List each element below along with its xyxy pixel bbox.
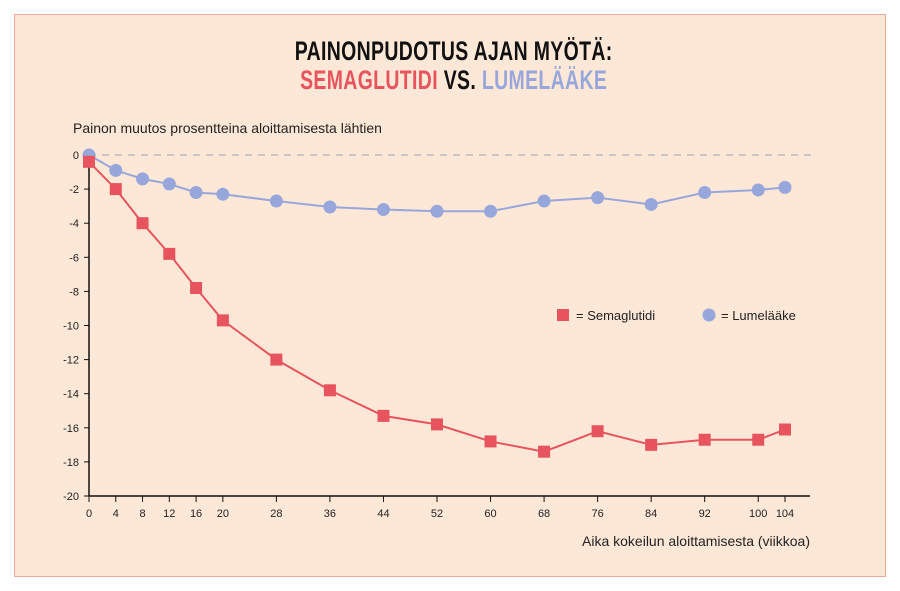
data-point-lumelääke xyxy=(376,203,390,217)
legend-label-lumelaake: = Lumelääke xyxy=(721,308,796,323)
data-point-lumelääke xyxy=(698,186,712,200)
data-point-semaglutidi xyxy=(270,353,283,366)
x-tick-label: 76 xyxy=(591,508,603,520)
x-tick-label: 16 xyxy=(190,508,202,520)
data-point-semaglutidi xyxy=(323,384,336,397)
data-point-semaglutidi xyxy=(698,433,711,446)
data-point-lumelääke xyxy=(484,204,498,218)
data-point-semaglutidi xyxy=(216,314,229,327)
data-point-lumelääke xyxy=(323,200,337,214)
chart-frame xyxy=(14,14,886,577)
x-tick-label: 4 xyxy=(113,508,119,520)
series-line-lumelääke xyxy=(88,154,786,213)
x-axis-label: Aika kokeilun aloittamisesta (viikkoa) xyxy=(582,533,810,549)
data-point-lumelääke xyxy=(189,186,203,200)
data-point-lumelääke xyxy=(644,197,658,211)
data-point-lumelääke xyxy=(216,187,230,201)
y-tick-label: 0 xyxy=(73,150,79,162)
data-point-lumelääke xyxy=(778,180,792,194)
subtitle-semaglutidi: SEMAGLUTIDI xyxy=(300,65,438,95)
x-tick-label: 68 xyxy=(538,508,550,520)
y-tick-label: -2 xyxy=(69,184,79,196)
y-tick-label: -6 xyxy=(69,252,79,264)
x-tick-label: 100 xyxy=(749,508,767,520)
data-point-semaglutidi xyxy=(645,438,658,451)
x-tick-label: 20 xyxy=(217,508,229,520)
data-point-semaglutidi xyxy=(163,247,176,260)
y-tick-label: -12 xyxy=(63,355,79,367)
legend-marker-lumelaake xyxy=(702,308,716,322)
data-point-lumelääke xyxy=(537,194,551,208)
data-point-lumelääke xyxy=(136,172,150,186)
x-tick-label: 8 xyxy=(139,508,145,520)
data-point-lumelääke xyxy=(751,183,765,197)
chart-subtitle: SEMAGLUTIDI VS. LUMELÄÄKE xyxy=(130,65,778,96)
data-point-lumelääke xyxy=(269,194,283,208)
x-tick-label: 28 xyxy=(270,508,282,520)
x-tick-label: 60 xyxy=(484,508,496,520)
data-point-lumelääke xyxy=(430,204,444,218)
y-axis-label: Painon muutos prosentteina aloittamisest… xyxy=(73,120,382,136)
legend-marker-semaglutidi xyxy=(557,309,569,321)
data-point-semaglutidi xyxy=(83,155,95,168)
data-point-semaglutidi xyxy=(431,418,443,431)
data-point-semaglutidi xyxy=(538,445,551,458)
chart-title: PAINONPUDOTUS AJAN MYÖTÄ: xyxy=(294,36,613,66)
legend-label-semaglutidi: = Semaglutidi xyxy=(576,308,655,323)
data-point-semaglutidi xyxy=(190,281,203,294)
y-tick-label: -8 xyxy=(69,286,79,298)
data-point-semaglutidi xyxy=(136,217,149,230)
x-tick-label: 36 xyxy=(324,508,336,520)
subtitle-vs: VS. xyxy=(437,65,482,95)
subtitle-lumelaake: LUMELÄÄKE xyxy=(481,65,608,95)
data-point-lumelääke xyxy=(591,191,605,205)
data-point-semaglutidi xyxy=(109,183,122,196)
data-point-lumelääke xyxy=(109,163,123,177)
x-tick-label: 12 xyxy=(163,508,175,520)
data-point-lumelääke xyxy=(162,177,176,191)
y-tick-label: -14 xyxy=(63,389,79,401)
y-tick-label: -10 xyxy=(63,321,79,333)
data-point-semaglutidi xyxy=(779,423,791,436)
data-point-semaglutidi xyxy=(377,409,390,422)
x-tick-label: 44 xyxy=(377,508,389,520)
x-tick-label: 92 xyxy=(699,508,711,520)
y-tick-label: -4 xyxy=(69,218,79,230)
data-point-semaglutidi xyxy=(591,425,604,438)
data-point-semaglutidi xyxy=(752,433,765,446)
x-tick-label: 104 xyxy=(776,508,794,520)
x-tick-label: 84 xyxy=(645,508,657,520)
y-tick-label: -20 xyxy=(63,491,79,503)
data-point-semaglutidi xyxy=(484,435,497,448)
y-tick-label: -16 xyxy=(63,423,79,435)
y-tick-label: -18 xyxy=(63,457,79,469)
x-tick-label: 52 xyxy=(431,508,443,520)
x-tick-label: 0 xyxy=(86,508,92,520)
